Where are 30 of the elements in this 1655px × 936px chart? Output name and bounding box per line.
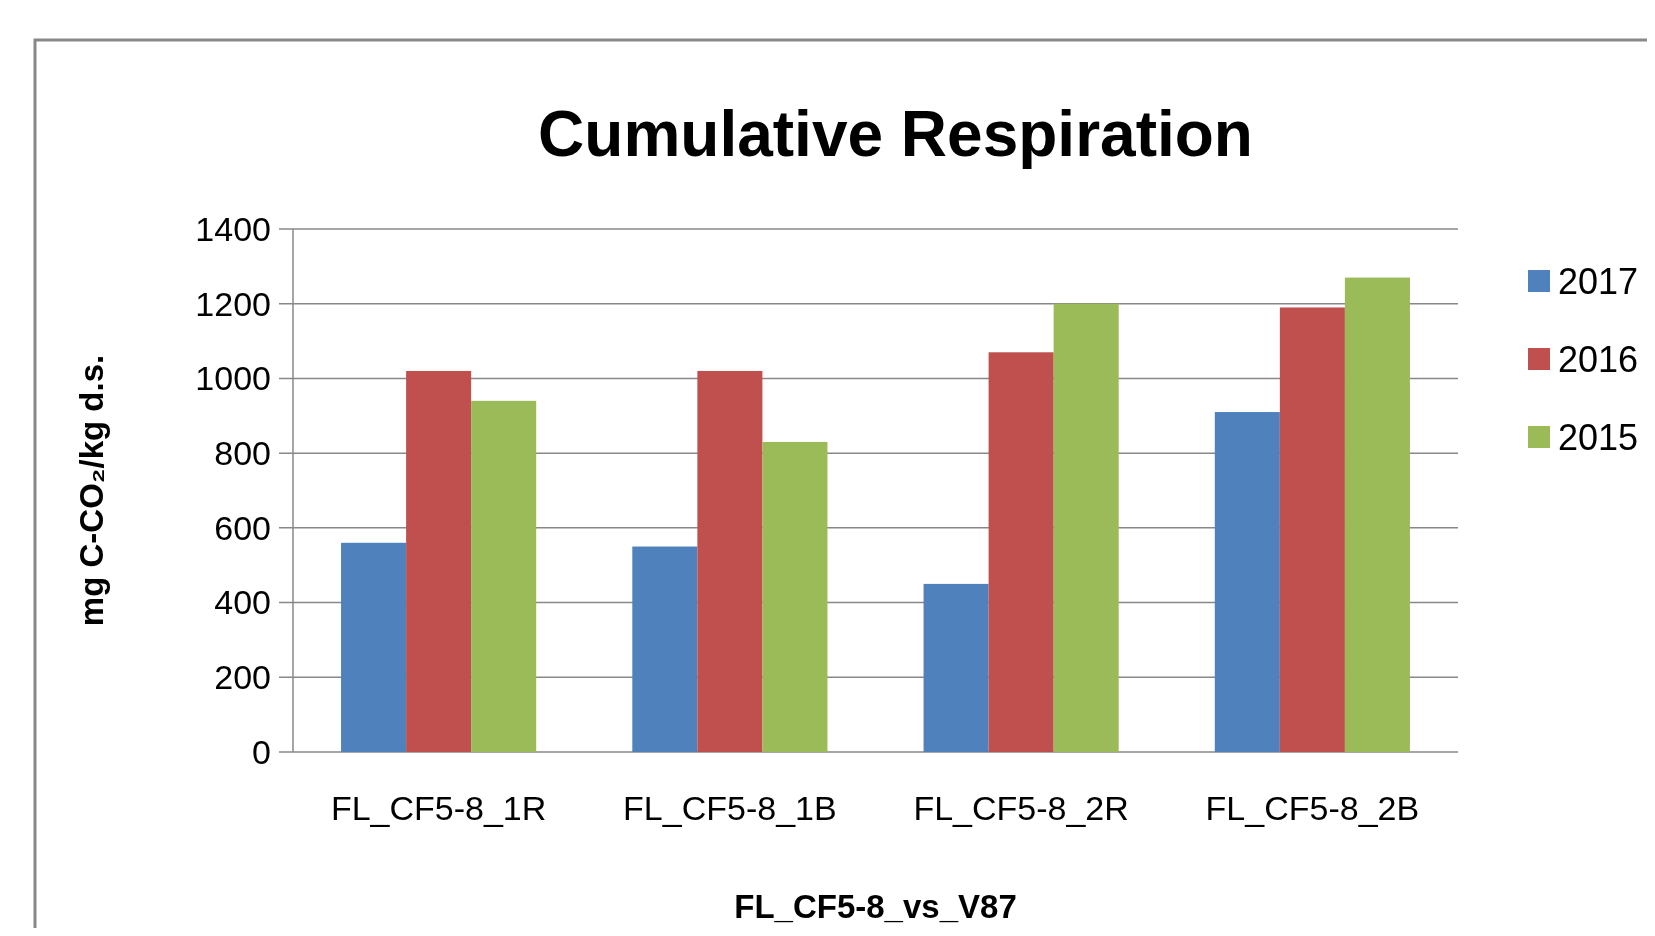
x-tick-label: FL_CF5-8_1R [330, 789, 547, 827]
y-tick-label: 1000 [195, 359, 271, 398]
y-tick-label: 800 [214, 434, 271, 473]
bar [471, 400, 537, 752]
bar [988, 352, 1054, 752]
y-tick-label: 0 [252, 732, 271, 771]
x-axis-title: FL_CF5-8_vs_V87 [734, 888, 1017, 925]
legend-label: 2016 [1558, 338, 1639, 380]
legend-label: 2015 [1558, 416, 1639, 458]
bar [762, 441, 828, 752]
bar [1279, 307, 1345, 752]
bar [1344, 277, 1410, 752]
bar [341, 542, 407, 752]
y-tick-label: 400 [214, 583, 271, 622]
y-tick-label: 600 [214, 508, 271, 547]
x-tick-label: FL_CF5-8_2R [913, 789, 1129, 827]
x-tick-label: FL_CF5-8_2B [1205, 789, 1420, 827]
bar [1214, 412, 1280, 752]
y-tick-label: 1400 [195, 209, 271, 248]
x-tick-label: FL_CF5-8_1B [623, 789, 837, 827]
y-tick-label: 200 [214, 658, 271, 697]
bar [923, 583, 989, 752]
legend-label: 2017 [1558, 260, 1639, 302]
bar [1053, 303, 1119, 752]
bar [406, 370, 472, 752]
chart-title: Cumulative Respiration [538, 98, 1253, 170]
bar [632, 546, 698, 752]
bar [697, 370, 763, 752]
y-tick-label: 1200 [195, 284, 271, 323]
y-axis-title: mg C-CO₂/kg d.s. [73, 354, 110, 627]
